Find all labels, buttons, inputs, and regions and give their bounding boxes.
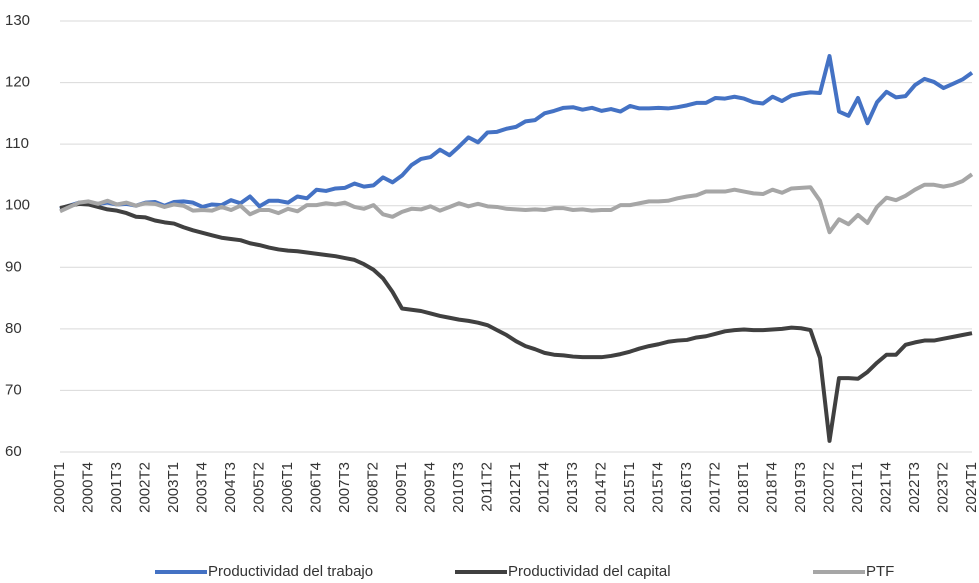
- x-tick-label: 2020T2: [820, 462, 837, 513]
- x-tick-label: 2009T4: [421, 462, 438, 513]
- x-tick-label: 2015T4: [649, 462, 666, 513]
- x-tick-label: 2019T3: [792, 462, 809, 513]
- x-tick-label: 2004T3: [222, 462, 239, 513]
- x-tick-label: 2006T1: [279, 462, 296, 513]
- y-tick-label: 80: [5, 320, 22, 337]
- y-tick-label: 100: [5, 197, 30, 214]
- x-tick-label: 2024T1: [963, 462, 979, 513]
- series-line: [59, 54, 974, 211]
- x-tick-label: 2007T3: [336, 462, 353, 513]
- x-tick-label: 2006T4: [307, 462, 324, 513]
- y-tick-label: 120: [5, 74, 30, 91]
- y-tick-label: 90: [5, 258, 22, 275]
- x-tick-label: 2018T1: [735, 462, 752, 513]
- x-tick-label: 2016T3: [678, 462, 695, 513]
- x-tick-label: 2017T2: [706, 462, 723, 513]
- x-tick-label: 2018T4: [763, 462, 780, 513]
- legend-label: Productividad del capital: [508, 563, 671, 580]
- x-tick-label: 2015T1: [621, 462, 638, 513]
- y-tick-label: 60: [5, 443, 22, 460]
- x-tick-label: 2014T2: [592, 462, 609, 513]
- x-tick-label: 2022T3: [906, 462, 923, 513]
- x-tick-label: 2011T2: [478, 462, 495, 512]
- x-tick-label: 2012T4: [535, 462, 552, 513]
- x-tick-label: 2005T2: [250, 462, 267, 513]
- x-tick-label: 2002T2: [136, 462, 153, 513]
- x-tick-label: 2003T1: [165, 462, 182, 513]
- x-tick-label: 2000T4: [79, 462, 96, 513]
- x-tick-label: 2023T2: [934, 462, 951, 513]
- series-line: [59, 201, 973, 443]
- x-tick-label: 2009T1: [393, 462, 410, 513]
- x-tick-label: 2001T3: [108, 462, 125, 513]
- x-tick-label: 2003T4: [193, 462, 210, 513]
- x-tick-label: 2000T1: [51, 462, 68, 513]
- y-tick-label: 70: [5, 381, 22, 398]
- x-tick-label: 2021T1: [849, 462, 866, 513]
- x-tick-label: 2010T3: [450, 462, 467, 513]
- x-tick-label: 2021T4: [877, 462, 894, 513]
- y-tick-label: 110: [5, 135, 29, 152]
- legend-label: Productividad del trabajo: [208, 563, 373, 580]
- x-tick-label: 2008T2: [364, 462, 381, 513]
- x-tick-label: 2012T1: [507, 462, 524, 513]
- legend-label: PTF: [866, 563, 894, 580]
- y-tick-label: 130: [5, 12, 30, 29]
- x-tick-label: 2013T3: [564, 462, 581, 513]
- series-line: [59, 172, 974, 235]
